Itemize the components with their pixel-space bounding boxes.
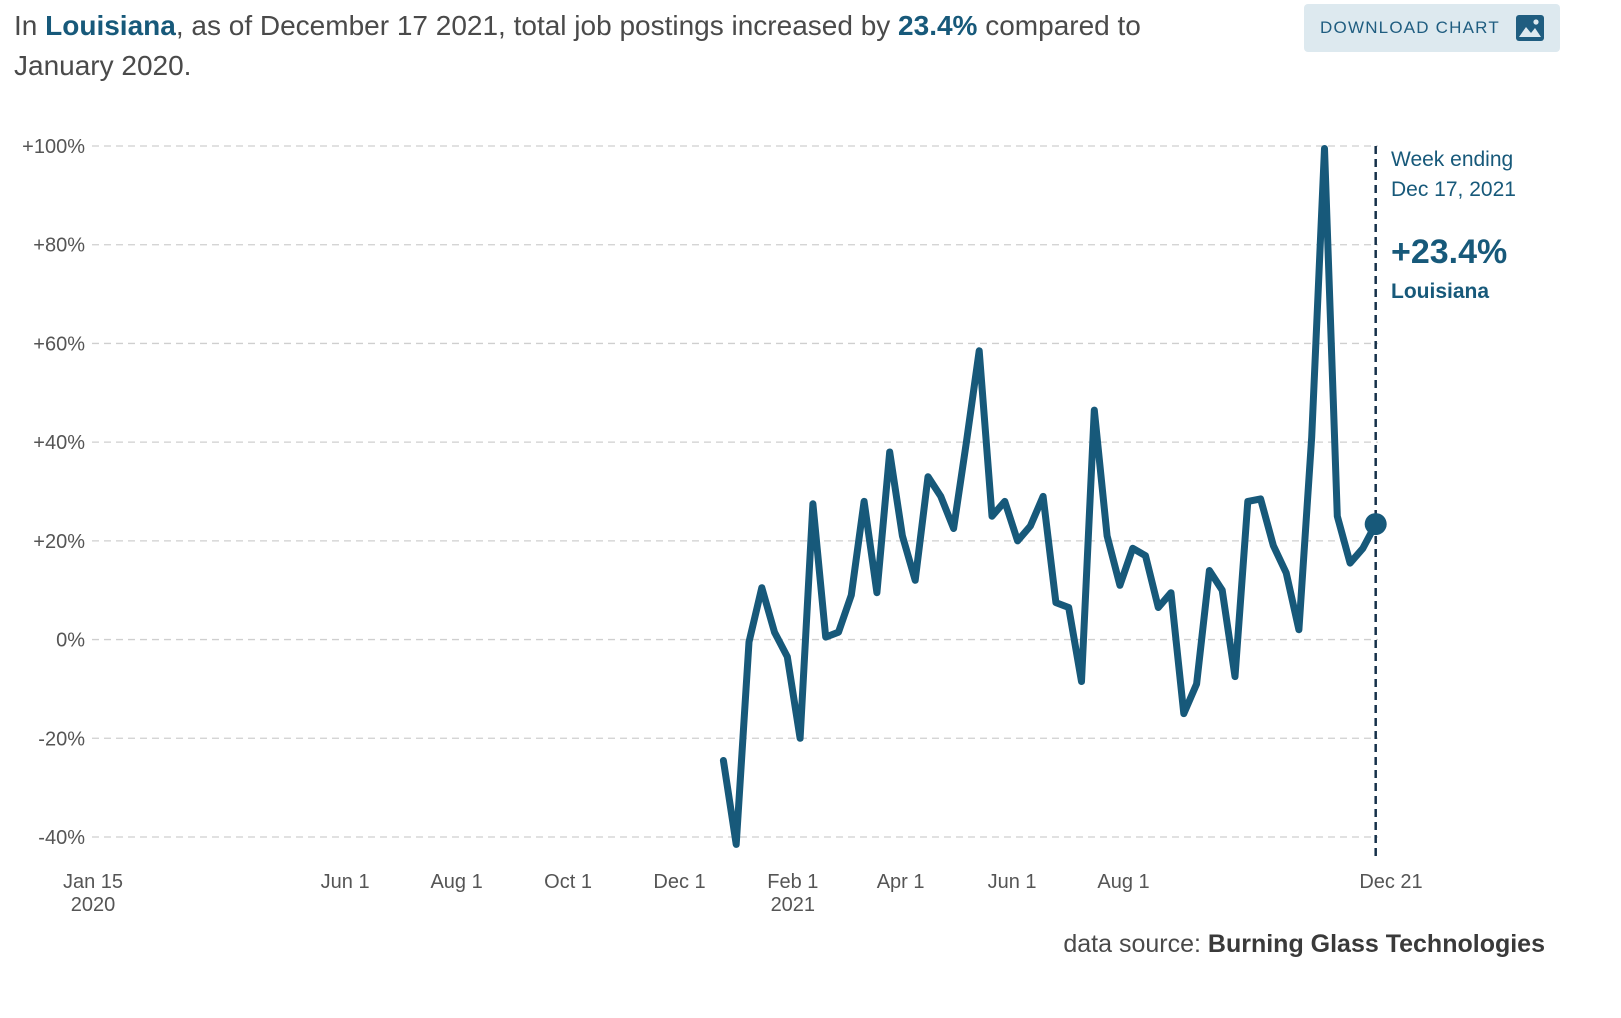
download-chart-button[interactable]: DOWNLOAD CHART: [1304, 4, 1560, 52]
data-point[interactable]: [976, 348, 982, 354]
data-point[interactable]: [1245, 498, 1251, 504]
data-point[interactable]: [1155, 604, 1161, 610]
annotation-week-label: Week ending: [1391, 148, 1513, 171]
data-point[interactable]: [912, 577, 918, 583]
y-tick-label: -20%: [38, 728, 85, 750]
x-tick-label: Jun 1: [988, 871, 1037, 893]
data-point[interactable]: [1015, 538, 1021, 544]
data-point[interactable]: [1130, 545, 1136, 551]
data-point[interactable]: [1322, 145, 1328, 151]
data-point[interactable]: [848, 592, 854, 598]
data-point[interactable]: [1142, 553, 1148, 559]
x-tick-year-label: 2021: [771, 894, 816, 916]
x-tick-label: Aug 1: [1097, 871, 1149, 893]
data-point[interactable]: [835, 629, 841, 635]
data-point[interactable]: [989, 513, 995, 519]
data-point[interactable]: [1053, 600, 1059, 606]
data-point[interactable]: [733, 841, 739, 847]
chart-headline: In Louisiana, as of December 17 2021, to…: [14, 6, 1194, 86]
download-chart-label: DOWNLOAD CHART: [1320, 18, 1500, 37]
x-tick-year-label: 2020: [71, 894, 116, 916]
headline-change: 23.4%: [898, 10, 978, 41]
data-point[interactable]: [925, 474, 931, 480]
x-tick-label: Oct 1: [544, 871, 592, 893]
series-line-louisiana: [719, 145, 1380, 848]
data-point[interactable]: [1270, 543, 1276, 549]
data-source-label: data source:: [1063, 930, 1201, 958]
data-point[interactable]: [861, 498, 867, 504]
x-tick-label: Aug 1: [430, 871, 482, 893]
data-point[interactable]: [1258, 496, 1264, 502]
x-tick-label: Dec 1: [653, 871, 705, 893]
data-point[interactable]: [887, 449, 893, 455]
data-point[interactable]: [1079, 679, 1085, 685]
y-tick-label: +100%: [22, 136, 85, 158]
data-point[interactable]: [784, 654, 790, 660]
y-tick-label: +40%: [33, 432, 85, 454]
data-point[interactable]: [951, 526, 957, 532]
y-tick-label: 0%: [56, 630, 85, 652]
y-tick-label: -40%: [38, 827, 85, 849]
y-tick-label: +60%: [33, 333, 85, 355]
data-point[interactable]: [1066, 604, 1072, 610]
data-point[interactable]: [1040, 493, 1046, 499]
data-point[interactable]: [759, 585, 765, 591]
headline-state: Louisiana: [45, 10, 176, 41]
annotation-series-name: Louisiana: [1391, 280, 1489, 303]
data-point[interactable]: [1194, 681, 1200, 687]
data-source-note: data source: Burning Glass Technologies: [1063, 930, 1545, 959]
data-point[interactable]: [1360, 545, 1366, 551]
data-point[interactable]: [720, 757, 726, 763]
headline-suffix: compared to January 2020.: [14, 10, 1141, 81]
data-point[interactable]: [772, 629, 778, 635]
data-point[interactable]: [1168, 590, 1174, 596]
data-point[interactable]: [899, 533, 905, 539]
data-point[interactable]: [1002, 498, 1008, 504]
data-point[interactable]: [1296, 627, 1302, 633]
x-tick-label: Feb 1: [767, 871, 818, 893]
data-point[interactable]: [823, 634, 829, 640]
data-point[interactable]: [1091, 407, 1097, 413]
image-icon: [1515, 15, 1544, 41]
annotation-week-date: Dec 17, 2021: [1391, 178, 1516, 201]
data-point[interactable]: [1181, 711, 1187, 717]
data-point[interactable]: [797, 735, 803, 741]
data-point[interactable]: [874, 590, 880, 596]
x-tick-label: Jun 1: [321, 871, 370, 893]
headline-prefix: In: [14, 10, 46, 41]
data-source-name: Burning Glass Technologies: [1207, 930, 1545, 958]
data-point[interactable]: [1283, 570, 1289, 576]
data-point[interactable]: [1206, 567, 1212, 573]
latest-week-annotation: Week ending Dec 17, 2021 +23.4% Louisian…: [1391, 148, 1516, 303]
data-point[interactable]: [1219, 587, 1225, 593]
y-tick-label: +20%: [33, 531, 85, 553]
data-point[interactable]: [1309, 434, 1315, 440]
annotation-value: +23.4%: [1391, 233, 1507, 271]
data-point[interactable]: [746, 639, 752, 645]
headline-middle: , as of December 17 2021, total job post…: [175, 10, 899, 41]
data-point[interactable]: [1232, 674, 1238, 680]
x-tick-label: Apr 1: [877, 871, 925, 893]
data-point[interactable]: [1027, 523, 1033, 529]
y-axis-ticks: +100% +80% +60% +40% +20% 0% -20% -40%: [22, 136, 85, 849]
x-tick-label: Dec 21: [1359, 871, 1422, 893]
data-point[interactable]: [810, 501, 816, 507]
data-point[interactable]: [1334, 513, 1340, 519]
x-tick-label: Jan 15: [63, 871, 123, 893]
latest-value-dot[interactable]: [1364, 513, 1387, 536]
grid-lines: [92, 145, 1378, 838]
y-tick-label: +80%: [33, 235, 85, 257]
data-point[interactable]: [1104, 533, 1110, 539]
series-points: [720, 145, 1378, 847]
data-point[interactable]: [938, 493, 944, 499]
data-point[interactable]: [1117, 582, 1123, 588]
data-point[interactable]: [1347, 560, 1353, 566]
line-chart: +100%+80%+60%+40%+20%0%-20%-40% Jan 1520…: [22, 136, 1516, 916]
data-point[interactable]: [963, 439, 969, 445]
